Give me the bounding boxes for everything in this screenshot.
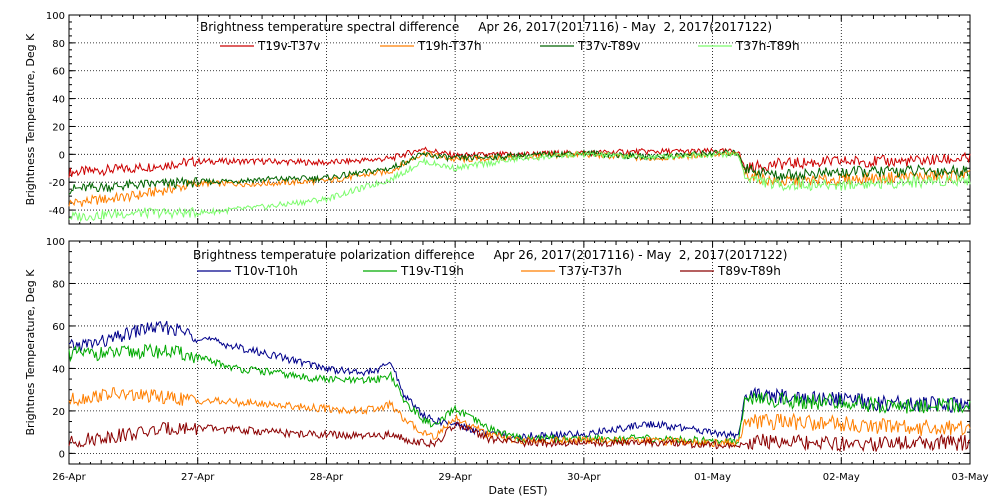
y-tick-label: 40	[52, 95, 65, 106]
series-line-T19v-T37v	[68, 146, 971, 178]
chart-title: Brightness temperature polarization diff…	[193, 248, 787, 262]
x-tick-label: 03-May	[951, 472, 988, 483]
y-tick-label: 20	[52, 122, 65, 133]
x-axis-label: Date (EST)	[488, 484, 547, 497]
series-line-T89v-T89h	[68, 421, 971, 453]
x-tick-label: 26-Apr	[52, 472, 86, 483]
y-axis-label: Brightness Temperature, Deg K	[24, 33, 37, 205]
legend-label: T10v-T10h	[234, 264, 298, 278]
x-tick-label: 01-May	[694, 472, 731, 483]
x-tick-label: 02-May	[823, 472, 860, 483]
x-tick-label: 28-Apr	[310, 472, 344, 483]
y-tick-label: -40	[49, 206, 65, 217]
spectral-difference-panel: -40 -20 0 20 40 60 80 100 Brightness Temperature…	[24, 11, 971, 225]
y-axis-label: Brightnes Temperature, Deg K	[24, 269, 37, 436]
legend-label: T37v-T89v	[577, 39, 640, 53]
polarization-difference-panel: 0 20 40 60 80 100 26-Apr 27-Apr 28-Apr 29-Apr 30-A…	[24, 237, 989, 483]
y-tick-label: 100	[46, 237, 65, 248]
y-tick-label: 0	[59, 150, 65, 161]
y-tick-label: -20	[49, 178, 65, 189]
y-tick-label: 40	[52, 364, 65, 375]
y-tick-label: 80	[52, 279, 65, 290]
series-line-T37h-T89h	[68, 150, 971, 223]
series-line-T37v-T89v	[68, 149, 971, 195]
series-line-T10v-T10h	[68, 320, 971, 441]
plot-frame	[68, 14, 971, 225]
y-tick-label: 100	[46, 11, 65, 22]
y-tick-label: 60	[52, 322, 65, 333]
legend-label: T19v-T19h	[400, 264, 464, 278]
x-tick-label: 30-Apr	[567, 472, 601, 483]
y-tick-label: 20	[52, 407, 65, 418]
legend-label: T19h-T37h	[417, 39, 482, 53]
y-tick-label: 80	[52, 39, 65, 50]
y-tick-label: 0	[59, 449, 65, 460]
plot-frame	[68, 240, 971, 465]
chart-title: Brightness temperature spectral differen…	[200, 20, 772, 34]
series-line-T19v-T19h	[68, 343, 971, 446]
x-tick-label: 27-Apr	[181, 472, 215, 483]
legend-label: T37h-T89h	[735, 39, 800, 53]
y-tick-label: 60	[52, 67, 65, 78]
legend-label: T89v-T89h	[717, 264, 781, 278]
legend-label: T19v-T37v	[257, 39, 320, 53]
x-tick-label: 29-Apr	[438, 472, 472, 483]
legend-label: T37v-T37h	[558, 264, 622, 278]
